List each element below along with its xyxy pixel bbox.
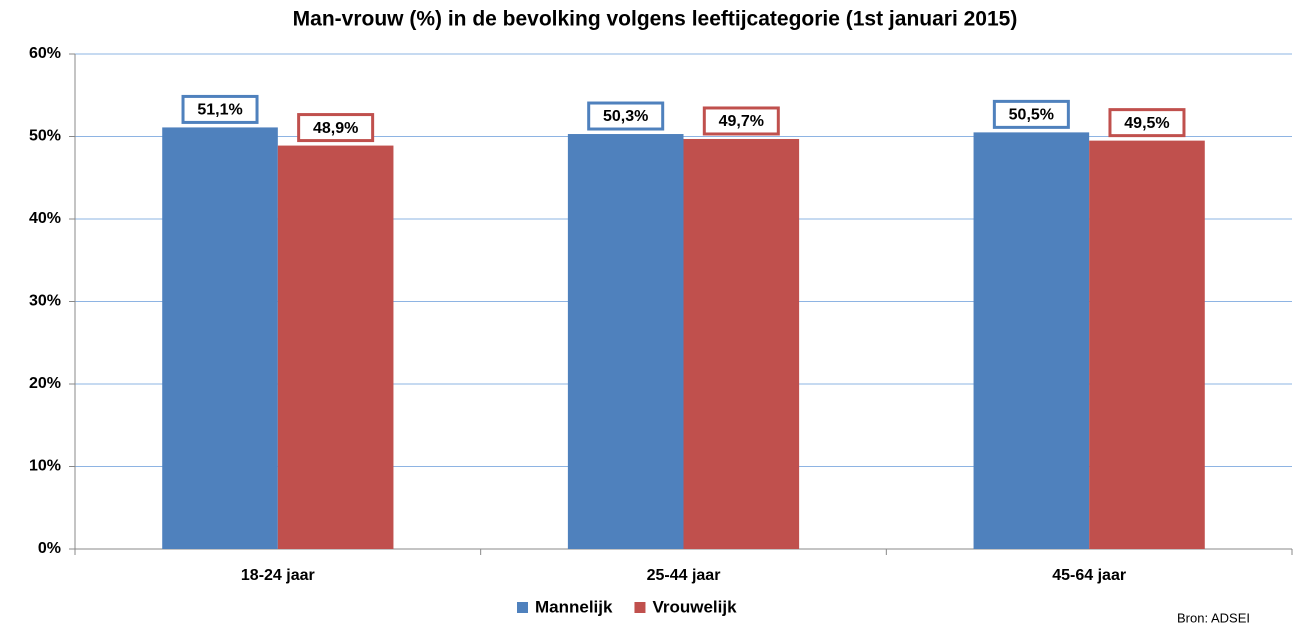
y-tick-label: 30% — [29, 293, 61, 310]
bar — [277, 145, 394, 549]
y-tick-label: 40% — [29, 210, 61, 227]
data-label-box — [992, 99, 1070, 129]
bar — [567, 134, 684, 549]
data-label: 51,1% — [197, 102, 242, 119]
data-label: 48,9% — [313, 120, 358, 137]
data-label-box — [587, 101, 665, 131]
y-tick-label: 10% — [29, 458, 61, 475]
data-label: 49,5% — [1124, 115, 1169, 132]
x-tick-label: 25-44 jaar — [647, 567, 721, 584]
legend-label: Vrouwelijk — [652, 597, 737, 616]
data-label: 50,3% — [603, 108, 648, 125]
legend-label: Mannelijk — [535, 597, 613, 616]
y-tick-label: 0% — [38, 540, 61, 557]
y-tick-label: 60% — [29, 45, 61, 62]
x-tick-label: 45-64 jaar — [1052, 567, 1126, 584]
bar — [162, 127, 278, 550]
data-label-box — [181, 94, 259, 124]
data-label-box — [1108, 108, 1186, 138]
data-label: 50,5% — [1009, 107, 1054, 124]
data-label-box — [702, 106, 780, 136]
chart-title: Man-vrouw (%) in de bevolking volgens le… — [293, 8, 1018, 31]
y-tick-label: 50% — [29, 128, 61, 145]
bar — [973, 132, 1090, 549]
bar — [1089, 140, 1205, 549]
legend-swatch — [634, 602, 646, 613]
data-label: 49,7% — [719, 113, 764, 130]
bar — [683, 138, 800, 549]
y-tick-label: 20% — [29, 375, 61, 392]
legend-swatch — [517, 602, 528, 613]
data-label-box — [297, 113, 375, 143]
source-note: Bron: ADSEI — [1177, 610, 1250, 625]
x-tick-label: 18-24 jaar — [241, 567, 315, 584]
